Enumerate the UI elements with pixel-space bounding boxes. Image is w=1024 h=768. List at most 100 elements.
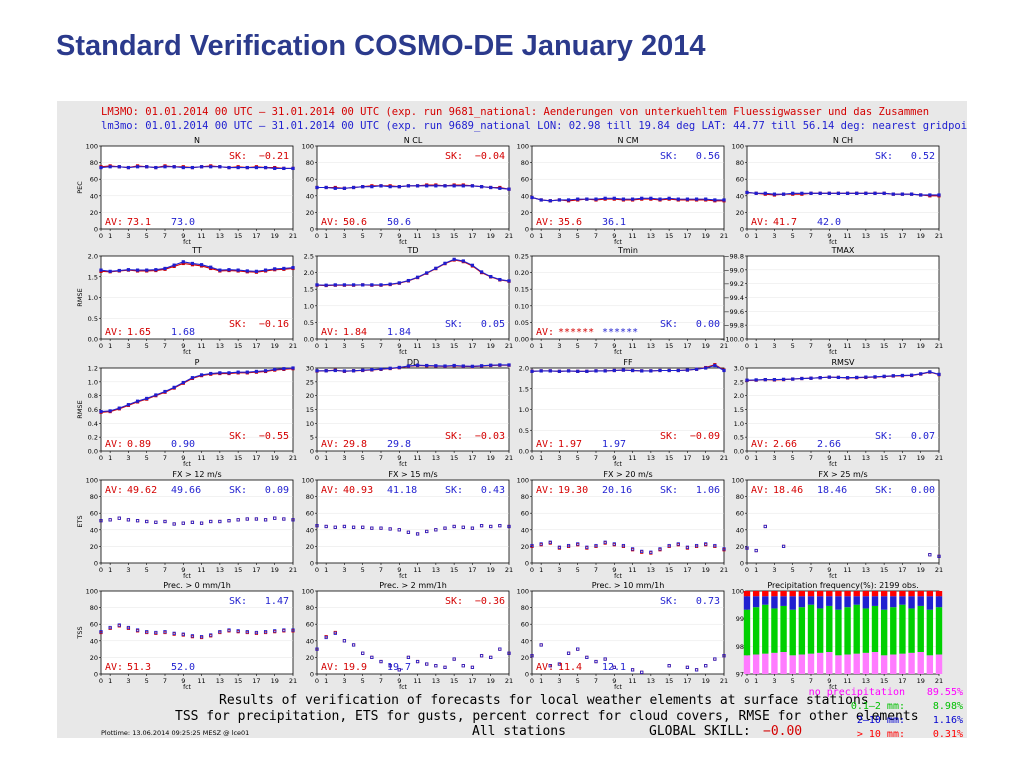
data-point bbox=[461, 184, 465, 188]
data-point bbox=[530, 543, 534, 548]
data-point bbox=[443, 665, 447, 669]
panel-title: TD bbox=[406, 246, 418, 255]
sk-label: SK: bbox=[445, 319, 463, 330]
data-point bbox=[333, 631, 337, 635]
data-point bbox=[199, 373, 204, 377]
data-point bbox=[273, 166, 277, 171]
data-point bbox=[585, 655, 589, 660]
data-point bbox=[443, 364, 447, 368]
y-tick-label: 0 bbox=[310, 448, 314, 456]
data-point bbox=[324, 369, 328, 373]
bar-medium-precip bbox=[908, 596, 915, 609]
bar-light-precip bbox=[871, 605, 879, 653]
y-tick-label: 1.0 bbox=[519, 406, 529, 414]
x-tick-label: 15 bbox=[450, 677, 458, 685]
data-point bbox=[263, 630, 268, 634]
y-tick-label: 0.05 bbox=[515, 319, 529, 327]
data-point bbox=[809, 376, 813, 380]
x-tick-label: 7 bbox=[163, 566, 167, 574]
x-tick-label: 3 bbox=[772, 677, 776, 685]
x-tick-label: 17 bbox=[683, 566, 691, 574]
x-tick-label: 5 bbox=[791, 677, 795, 685]
data-point bbox=[791, 191, 795, 195]
x-tick-label: 11 bbox=[413, 454, 421, 462]
data-point bbox=[612, 196, 616, 200]
panel-title: TT bbox=[191, 246, 202, 255]
x-axis-label: fct bbox=[829, 349, 837, 356]
data-point bbox=[470, 526, 475, 530]
bar-no-precipitation bbox=[798, 654, 806, 674]
x-tick-label: 13 bbox=[862, 454, 870, 462]
x-tick-label: 1 bbox=[324, 454, 328, 462]
data-point bbox=[621, 197, 626, 201]
data-point bbox=[263, 369, 268, 373]
x-tick-label: 7 bbox=[379, 566, 383, 574]
x-tick-label: 13 bbox=[647, 677, 655, 685]
av-value-2: 36.1 bbox=[602, 217, 626, 228]
y-tick-label: 60 bbox=[90, 176, 98, 184]
x-tick-label: 11 bbox=[628, 677, 636, 685]
data-point bbox=[507, 279, 511, 283]
data-point bbox=[117, 406, 121, 410]
data-point bbox=[236, 518, 240, 522]
y-tick-label: 100 bbox=[302, 143, 314, 151]
x-axis-label: fct bbox=[614, 684, 622, 691]
y-tick-label: 0.0 bbox=[519, 448, 529, 456]
plot-area bbox=[746, 590, 940, 675]
x-tick-label: 13 bbox=[647, 232, 655, 240]
sk-value: −0.04 bbox=[475, 151, 505, 162]
x-tick-label: 19 bbox=[487, 566, 495, 574]
x-tick-label: 19 bbox=[271, 232, 279, 240]
x-tick-label: 21 bbox=[505, 566, 513, 574]
x-tick-label: 19 bbox=[702, 232, 710, 240]
x-tick-label: 13 bbox=[432, 454, 440, 462]
y-tick-label: 0 bbox=[94, 226, 98, 234]
y-axis-label: RMSE bbox=[76, 400, 84, 418]
data-point bbox=[694, 197, 699, 201]
data-point bbox=[489, 274, 493, 279]
x-tick-label: 19 bbox=[271, 342, 279, 350]
data-point bbox=[181, 380, 185, 385]
bar-no-precipitation bbox=[899, 653, 906, 674]
y-tick-label: 60 bbox=[306, 510, 314, 518]
bar-light-precip bbox=[862, 608, 870, 653]
data-point bbox=[612, 368, 616, 373]
x-tick-label: 21 bbox=[505, 342, 513, 350]
data-point bbox=[99, 165, 103, 170]
data-point bbox=[539, 542, 543, 546]
av-value-1: 11.4 bbox=[558, 662, 582, 673]
av-label: AV: bbox=[751, 485, 769, 496]
x-tick-label: 0 bbox=[530, 566, 534, 574]
y-tick-label: 0.4 bbox=[88, 420, 98, 428]
bar-medium-precip bbox=[789, 596, 796, 610]
x-tick-label: 21 bbox=[289, 566, 297, 574]
bar-heavy-precip bbox=[890, 591, 897, 597]
bar-medium-precip bbox=[935, 596, 943, 608]
data-point bbox=[415, 659, 420, 664]
data-point bbox=[928, 193, 932, 197]
data-point bbox=[190, 376, 195, 380]
data-point bbox=[135, 268, 140, 272]
y-tick-label: 80 bbox=[306, 159, 314, 167]
data-point bbox=[135, 165, 140, 169]
bar-light-precip bbox=[752, 607, 760, 655]
x-tick-label: 7 bbox=[163, 342, 167, 350]
y-tick-label: 1.2 bbox=[88, 365, 98, 373]
data-point bbox=[763, 191, 767, 195]
y-tick-label: 0.5 bbox=[519, 427, 529, 435]
y-tick-label: −98.8 bbox=[724, 253, 744, 261]
y-tick-label: 40 bbox=[306, 637, 314, 645]
data-point bbox=[351, 369, 356, 373]
sk-value: 0.09 bbox=[265, 485, 289, 496]
data-point bbox=[236, 268, 240, 272]
x-tick-label: 15 bbox=[234, 677, 242, 685]
av-value-2: 0.90 bbox=[171, 439, 195, 450]
data-point bbox=[566, 651, 571, 655]
x-tick-label: 21 bbox=[720, 342, 728, 350]
x-tick-label: 1 bbox=[754, 232, 758, 240]
x-tick-label: 3 bbox=[557, 342, 561, 350]
data-point bbox=[370, 655, 374, 660]
